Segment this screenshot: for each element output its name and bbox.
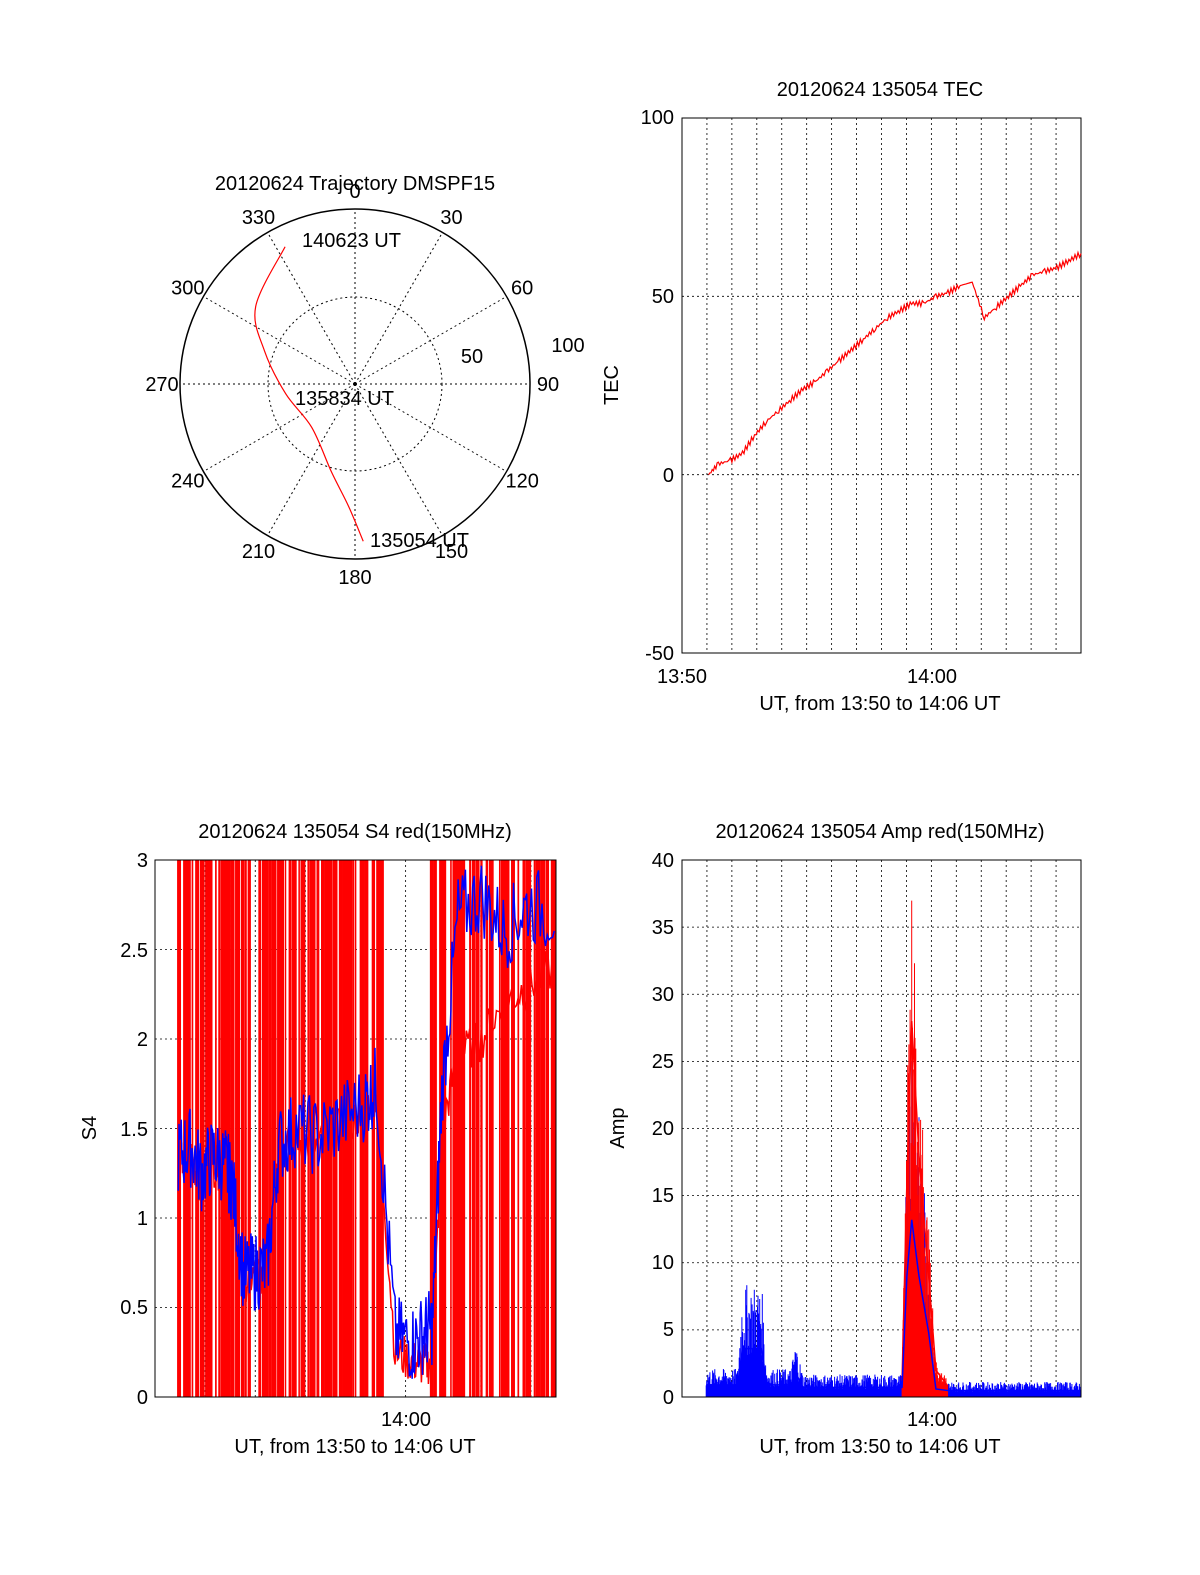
amp-red-series bbox=[901, 1021, 949, 1387]
polar-angle-label-0: 0 bbox=[349, 181, 360, 203]
tec-xlabel: UT, from 13:50 to 14:06 UT bbox=[759, 693, 1000, 715]
polar-angle-label-180: 180 bbox=[338, 567, 371, 589]
polar-spoke-30 bbox=[354, 232, 443, 385]
s4-red-spikes bbox=[177, 860, 556, 1397]
polar-angle-label-150: 150 bbox=[435, 541, 468, 563]
amp-title: 20120624 135054 Amp red(150MHz) bbox=[715, 821, 1044, 843]
s4-ytick-0p5: 0.5 bbox=[120, 1297, 148, 1319]
amp-xlabel: UT, from 13:50 to 14:06 UT bbox=[759, 1436, 1000, 1458]
tec-xtick-1400: 14:00 bbox=[907, 666, 957, 688]
tec-ytick-neg50: -50 bbox=[645, 643, 674, 665]
polar-outer-circle bbox=[179, 208, 531, 560]
polar-trajectory-line bbox=[254, 246, 364, 542]
s4-ytick-0: 0 bbox=[137, 1387, 148, 1409]
polar-spoke-150 bbox=[354, 383, 443, 536]
s4-xtick-1400: 14:00 bbox=[381, 1409, 431, 1431]
amp-blue-noise bbox=[705, 1061, 1081, 1397]
s4-ylabel: S4 bbox=[79, 1116, 101, 1140]
polar-angle-label-210: 210 bbox=[242, 541, 275, 563]
s4-ytick-2: 2 bbox=[137, 1029, 148, 1051]
tec-ytick-0: 0 bbox=[663, 465, 674, 487]
amp-ytick-20: 20 bbox=[652, 1118, 674, 1140]
amp-ylabel: Amp bbox=[607, 1107, 629, 1148]
amp-ytick-25: 25 bbox=[652, 1051, 674, 1073]
amp-xtick-1400: 14:00 bbox=[907, 1409, 957, 1431]
tec-series-line bbox=[708, 250, 1082, 476]
amp-blue-series bbox=[706, 1219, 1081, 1392]
s4-plot: 20120624 135054 S4 red(150MHz) 3 2.5 2 1… bbox=[79, 821, 557, 1458]
polar-angle-label-270: 270 bbox=[145, 374, 178, 396]
polar-spoke-120 bbox=[354, 383, 507, 472]
polar-spoke-210 bbox=[267, 383, 356, 536]
s4-title: 20120624 135054 S4 red(150MHz) bbox=[198, 821, 512, 843]
polar-spokes bbox=[180, 209, 530, 559]
tec-ytick-100: 100 bbox=[641, 107, 674, 129]
polar-annotation-mid: 135834 UT bbox=[295, 388, 394, 410]
amp-ytick-15: 15 bbox=[652, 1185, 674, 1207]
amp-ytick-10: 10 bbox=[652, 1252, 674, 1274]
amp-grid bbox=[682, 860, 1081, 1397]
amp-ytick-30: 30 bbox=[652, 984, 674, 1006]
s4-ytick-3: 3 bbox=[137, 850, 148, 872]
polar-spoke-240 bbox=[203, 383, 356, 472]
amp-ytick-5: 5 bbox=[663, 1319, 674, 1341]
tec-ylabel: TEC bbox=[601, 365, 623, 405]
s4-blue-series bbox=[177, 865, 556, 1379]
s4-ytick-1: 1 bbox=[137, 1208, 148, 1230]
polar-radius-label-100: 100 bbox=[551, 335, 584, 357]
amp-plot: 20120624 135054 Amp red(150MHz) 40 35 30… bbox=[607, 821, 1082, 1458]
s4-frame bbox=[154, 859, 557, 1398]
polar-angle-label-240: 240 bbox=[171, 471, 204, 493]
polar-annotation-start: 135054 UT bbox=[370, 530, 469, 552]
amp-ytick-35: 35 bbox=[652, 917, 674, 939]
s4-ytick-1p5: 1.5 bbox=[120, 1119, 148, 1141]
s4-ytick-2p5: 2.5 bbox=[120, 940, 148, 962]
polar-angle-label-120: 120 bbox=[505, 471, 538, 493]
polar-angle-label-90: 90 bbox=[537, 374, 559, 396]
tec-grid bbox=[682, 118, 1081, 653]
amp-red-noise bbox=[901, 900, 949, 1397]
polar-spoke-300 bbox=[203, 296, 356, 385]
polar-annotation-end: 140623 UT bbox=[302, 230, 401, 252]
polar-title: 20120624 Trajectory DMSPF15 bbox=[215, 173, 495, 195]
s4-xlabel: UT, from 13:50 to 14:06 UT bbox=[234, 1436, 475, 1458]
polar-spoke-330 bbox=[267, 232, 356, 385]
amp-ytick-40: 40 bbox=[652, 850, 674, 872]
polar-angle-label-60: 60 bbox=[511, 278, 533, 300]
amp-ytick-0: 0 bbox=[663, 1387, 674, 1409]
tec-xtick-1350: 13:50 bbox=[657, 666, 707, 688]
polar-angle-label-300: 300 bbox=[171, 278, 204, 300]
amp-frame bbox=[681, 859, 1082, 1398]
polar-angle-label-330: 330 bbox=[242, 207, 275, 229]
polar-radius-label-50: 50 bbox=[461, 346, 483, 368]
polar-angle-label-30: 30 bbox=[440, 207, 462, 229]
tec-title: 20120624 135054 TEC bbox=[777, 79, 983, 101]
tec-ytick-50: 50 bbox=[652, 286, 674, 308]
polar-angle-labels: 0 30 60 90 120 150 180 210 240 270 300 330 bbox=[145, 181, 559, 589]
polar-trajectory-plot: 20120624 Trajectory DMSPF15 0 30 60 90 120 15… bbox=[145, 173, 584, 589]
tec-plot: 20120624 135054 TEC 100 50 0 -50 13:50 1… bbox=[601, 79, 1082, 715]
polar-spoke-60 bbox=[354, 296, 507, 385]
